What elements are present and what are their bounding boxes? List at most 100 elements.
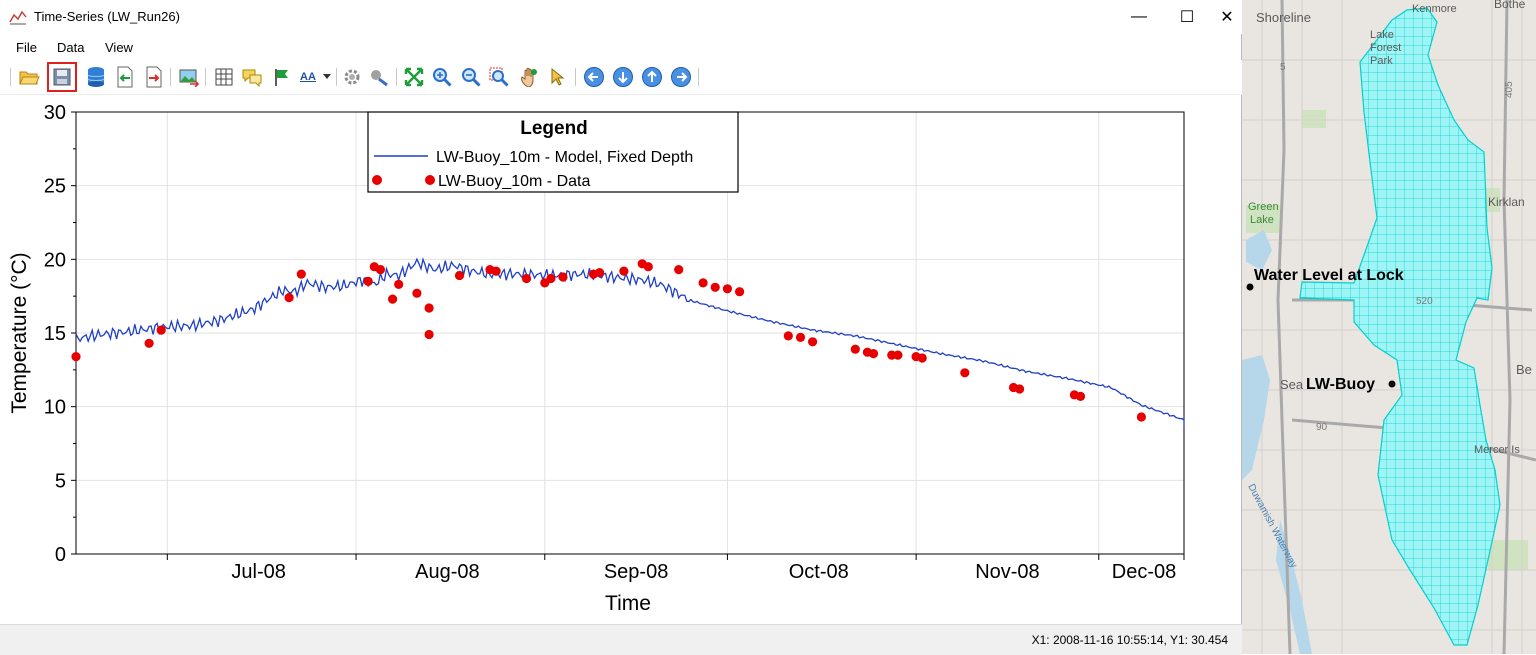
grid-button[interactable] <box>212 65 236 89</box>
data-point <box>783 331 793 341</box>
zoom-extents-button[interactable] <box>402 65 426 89</box>
export-button[interactable] <box>142 65 166 89</box>
data-point <box>917 353 927 363</box>
comments-button[interactable] <box>240 65 264 89</box>
open-folder-button[interactable] <box>17 65 41 89</box>
data-point <box>558 272 568 282</box>
y-axis-ticks: 0 5 10 15 20 25 30 <box>44 102 76 566</box>
database-icon <box>87 67 105 87</box>
menu-file[interactable]: File <box>16 40 37 55</box>
x-axis-ticks: Jul-08 Aug-08 Sep-08 Oct-08 Nov-08 Dec-08 <box>166 554 1185 583</box>
marker-label-water-level: Water Level at Lock <box>1254 267 1404 284</box>
tools-button[interactable] <box>367 65 391 89</box>
menu-data[interactable]: Data <box>57 40 85 55</box>
x-axis-label: Time <box>605 592 651 615</box>
data-point <box>1015 384 1025 394</box>
arrow-down-icon <box>613 67 633 87</box>
data-point <box>850 344 860 354</box>
data-point <box>619 266 629 276</box>
y-axis-label: Temperature (°C) <box>8 252 31 413</box>
select-pointer-icon <box>551 67 565 86</box>
dropdown-arrow-icon <box>323 74 331 79</box>
x-tick-label: Jul-08 <box>231 561 285 583</box>
title-bar[interactable]: Time-Series (LW_Run26) — ☐ ✕ <box>0 0 1242 34</box>
marker-label-lw-buoy: LW-Buoy <box>1306 376 1375 393</box>
close-icon: ✕ <box>1220 9 1234 26</box>
data-point <box>1075 391 1086 401</box>
data-point <box>424 303 434 313</box>
export-icon <box>146 66 162 88</box>
legend-title: Legend <box>520 118 588 139</box>
map-panel[interactable]: Shoreline Kenmore Bothe Lake Forest Park… <box>1242 0 1536 654</box>
arrow-left-button[interactable] <box>582 65 606 89</box>
data-point <box>424 329 434 340</box>
grid-icon <box>215 68 233 86</box>
data-point <box>808 337 818 347</box>
temperature-chart[interactable]: 0 5 10 15 20 25 30 Jul-08 Aug-08 Sep-08 Oct-08 Nov… <box>0 95 1240 623</box>
close-button[interactable]: ✕ <box>1212 0 1242 34</box>
data-point <box>893 350 903 360</box>
data-point <box>795 332 806 342</box>
database-button[interactable] <box>84 65 108 89</box>
import-icon <box>117 66 133 88</box>
zoom-window-button[interactable] <box>487 65 511 89</box>
y-tick-label: 25 <box>44 176 66 198</box>
font-size-icon: AA <box>300 71 316 83</box>
arrow-up-button[interactable] <box>640 65 664 89</box>
data-point <box>1136 412 1146 422</box>
image-export-icon <box>179 69 200 87</box>
font-size-dropdown[interactable] <box>321 65 333 89</box>
save-button[interactable] <box>47 62 77 92</box>
series-points-data <box>71 259 1146 422</box>
place-label-lake-forest-park-2: Forest <box>1370 42 1401 54</box>
arrow-right-button[interactable] <box>669 65 693 89</box>
settings-button[interactable] <box>340 65 364 89</box>
series-line-model-fixed-depth <box>75 256 1185 427</box>
arrow-down-button[interactable] <box>611 65 635 89</box>
chart-app-icon <box>9 10 27 25</box>
legend-entry-model: LW-Buoy_10m - Model, Fixed Depth <box>436 149 693 166</box>
pan-button[interactable] <box>517 65 541 89</box>
legend: Legend LW-Buoy_10m - Model, Fixed Depth … <box>367 111 739 193</box>
data-point <box>491 266 501 276</box>
minimize-button[interactable]: — <box>1116 0 1162 34</box>
place-label-bellevue: Be <box>1516 362 1532 377</box>
data-point <box>521 273 532 284</box>
y-tick-label: 10 <box>44 397 66 419</box>
toolbar: AA <box>0 60 1242 95</box>
place-label-kenmore: Kenmore <box>1412 3 1457 15</box>
data-point <box>412 288 422 298</box>
x-tick-label: Dec-08 <box>1112 561 1176 583</box>
zoom-window-icon <box>489 67 509 87</box>
data-point <box>960 368 970 378</box>
data-point <box>722 284 733 294</box>
maximize-button[interactable]: ☐ <box>1164 0 1210 34</box>
data-point <box>643 262 653 272</box>
map-marker-lw-buoy[interactable]: LW-Buoy <box>1306 376 1396 393</box>
highway-label-90: 90 <box>1316 422 1328 433</box>
x-tick-label: Aug-08 <box>415 561 480 583</box>
x-tick-label: Sep-08 <box>604 561 669 583</box>
zoom-out-button[interactable] <box>459 65 483 89</box>
lake-grid-outline <box>1299 7 1501 646</box>
data-point <box>296 269 306 279</box>
map-marker-water-level[interactable]: Water Level at Lock <box>1246 267 1404 291</box>
data-point <box>595 268 605 278</box>
menu-view[interactable]: View <box>105 40 133 55</box>
settings-gear-icon <box>344 69 360 85</box>
y-tick-label: 15 <box>44 323 66 345</box>
import-button[interactable] <box>113 65 137 89</box>
flag-button[interactable] <box>270 65 294 89</box>
zoom-in-button[interactable] <box>430 65 454 89</box>
select-pointer-button[interactable] <box>545 65 569 89</box>
zoom-in-icon <box>433 68 452 87</box>
map-highway-shields: 5 405 520 90 <box>1280 62 1515 433</box>
image-export-button[interactable] <box>177 65 201 89</box>
font-size-button[interactable]: AA <box>297 65 319 89</box>
arrow-right-icon <box>671 67 691 87</box>
x-tick-label: Nov-08 <box>975 561 1039 583</box>
arrow-left-icon <box>584 67 604 87</box>
data-point <box>735 287 745 297</box>
data-point <box>144 338 154 348</box>
place-label-shoreline: Shoreline <box>1256 10 1311 25</box>
